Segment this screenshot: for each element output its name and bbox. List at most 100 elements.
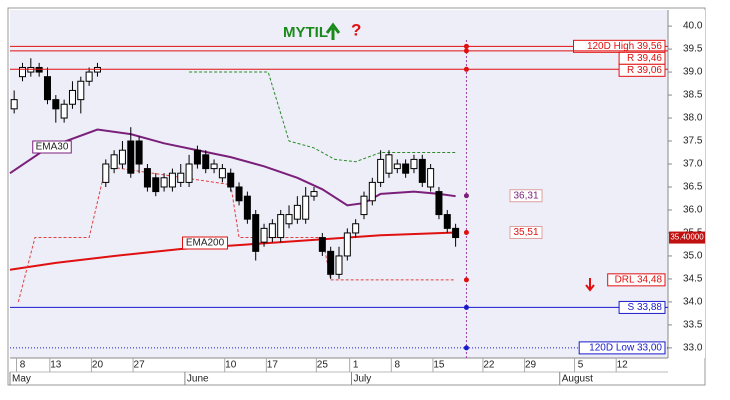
- x-tick-label: 15: [433, 360, 445, 371]
- candle-body: [352, 223, 360, 234]
- candle-body: [452, 227, 460, 239]
- x-tick-label: 10: [225, 360, 237, 371]
- value-box-label: 35,51: [513, 227, 538, 238]
- candle-body: [427, 168, 435, 188]
- candle-body: [218, 168, 226, 179]
- candle-body: [393, 163, 401, 170]
- level-label-box: [618, 63, 666, 77]
- level-dot: [463, 66, 469, 72]
- level-dot: [463, 48, 469, 54]
- candle-body: [202, 154, 210, 170]
- candle-body: [227, 172, 235, 188]
- candle-body: [160, 177, 168, 188]
- y-tick-label: 39.5: [683, 44, 703, 55]
- candle-body: [310, 191, 318, 197]
- month-label: August: [562, 374, 593, 385]
- candle-body: [443, 214, 451, 229]
- value-box: [509, 189, 543, 203]
- level-dot: [463, 43, 469, 49]
- candle-body: [193, 149, 201, 165]
- value-dot: [463, 229, 469, 235]
- x-tick-label: 17: [267, 360, 279, 371]
- candle-body: [285, 214, 293, 225]
- value-box-label: 36,31: [513, 190, 538, 201]
- title-mark: ?: [351, 20, 361, 39]
- candle-body: [235, 186, 243, 202]
- level-label-box: [578, 341, 666, 355]
- candle-body: [152, 177, 160, 193]
- value-box: [509, 225, 543, 239]
- candle-body: [177, 172, 185, 183]
- candle-body: [327, 250, 335, 275]
- candle-body: [102, 163, 110, 183]
- candle-body: [52, 99, 60, 110]
- y-tick-label: 40.0: [683, 21, 703, 32]
- plot-area: [10, 10, 668, 358]
- indicator-line: [9, 128, 456, 207]
- month-label: May: [12, 374, 31, 385]
- x-tick-label: 5: [578, 360, 584, 371]
- value-dot: [463, 193, 469, 199]
- x-tick-label: 29: [525, 360, 537, 371]
- y-tick-label: 39.0: [683, 67, 703, 78]
- level-label-box: [607, 273, 666, 287]
- y-tick-label: 37.0: [683, 159, 703, 170]
- candle-body: [302, 195, 310, 220]
- level-label: R 39,06: [627, 65, 662, 76]
- candle-body: [243, 195, 251, 220]
- candle-body: [77, 80, 85, 101]
- candle-body: [435, 191, 443, 216]
- candle-body: [410, 158, 418, 170]
- candle-body: [85, 71, 93, 82]
- candle-body: [268, 223, 276, 239]
- series-tag: EMA30: [36, 142, 69, 153]
- y-tick-label: 38.5: [683, 90, 703, 101]
- x-tick-label: 20: [92, 360, 104, 371]
- candle-body: [343, 232, 351, 257]
- x-tick-label: 13: [50, 360, 62, 371]
- chart-title: MYTIL: [283, 24, 328, 41]
- candle-body: [385, 154, 393, 174]
- x-tick-label: 25: [317, 360, 329, 371]
- candle-body: [135, 140, 143, 165]
- level-label: R 39,46: [627, 53, 662, 64]
- series-tag-box: [182, 236, 228, 250]
- level-label-box: [618, 300, 666, 314]
- x-tick-label: 1: [353, 360, 359, 371]
- level-label: 120D Low 33,00: [589, 343, 662, 354]
- series-tag: EMA200: [186, 238, 225, 249]
- candle-body: [168, 172, 176, 188]
- candle-body: [377, 158, 385, 183]
- candle-body: [335, 255, 343, 275]
- candle-body: [360, 195, 368, 216]
- candle-body: [368, 181, 376, 202]
- candle-body: [127, 140, 135, 174]
- level-dot: [463, 345, 469, 351]
- candle-body: [252, 214, 260, 252]
- level-dot: [463, 304, 469, 310]
- level-label: 120D High 39,56: [587, 41, 662, 52]
- last-price-box: [669, 231, 705, 244]
- candle-body: [277, 214, 285, 239]
- level-label: S 33,88: [628, 302, 663, 313]
- candle-body: [402, 163, 410, 174]
- x-tick-label: 27: [134, 360, 146, 371]
- y-tick-label: 36.5: [683, 182, 703, 193]
- candle-body: [43, 76, 51, 101]
- indicator-line: [189, 71, 456, 163]
- y-tick-label: 34.5: [683, 274, 703, 285]
- month-label: June: [187, 374, 209, 385]
- y-tick-label: 33.0: [683, 343, 703, 354]
- y-tick-label: 38.0: [683, 113, 703, 124]
- candle-body: [118, 149, 126, 165]
- candle-body: [18, 66, 26, 78]
- y-tick-label: 34.0: [683, 297, 703, 308]
- candle-body: [293, 204, 301, 220]
- x-tick-label: 8: [395, 360, 401, 371]
- candle-body: [10, 99, 18, 110]
- y-tick-label: 36.0: [683, 205, 703, 216]
- y-axis-area: [668, 10, 705, 358]
- candle-body: [260, 227, 268, 243]
- x-tick-label: 8: [20, 360, 26, 371]
